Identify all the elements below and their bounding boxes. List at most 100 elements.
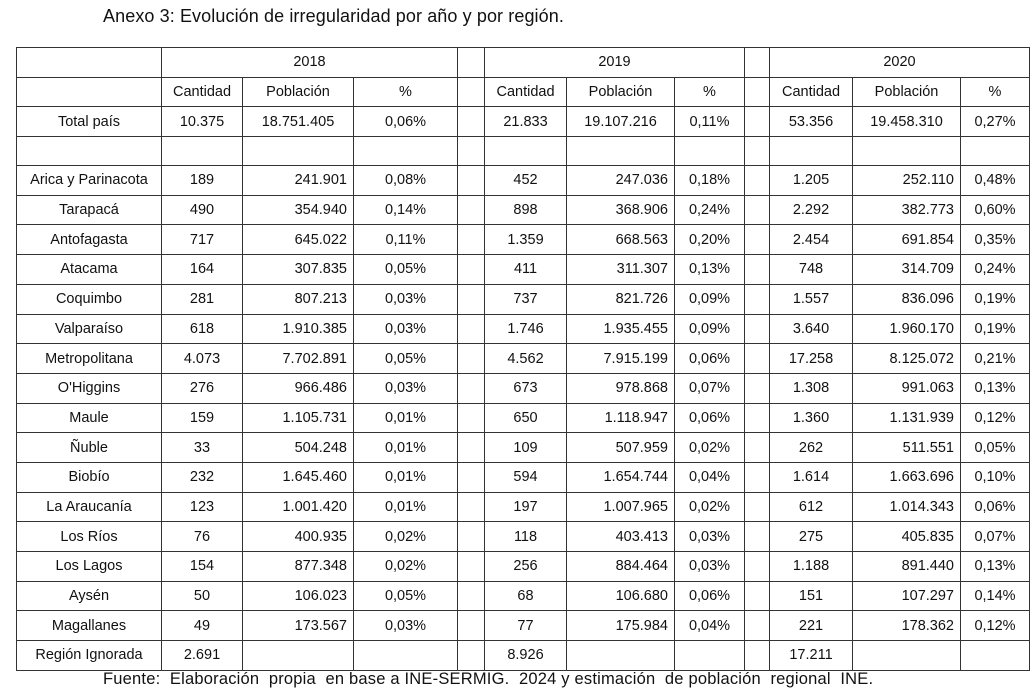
percent-cell: 0,01% (353, 402, 458, 434)
cantidad-cell: 2.292 (769, 194, 853, 226)
percent-cell: 0,05% (960, 432, 1030, 463)
gap-cell (457, 551, 485, 582)
gap-cell (457, 47, 485, 78)
empty-cell (16, 76, 162, 108)
region-name: Los Ríos (16, 521, 162, 552)
percent-cell: 0,20% (674, 224, 745, 256)
percent-cell: 0,08% (353, 165, 458, 196)
poblacion-cell: 18.751.405 (242, 106, 354, 138)
region-row: Biobío 232 1.645.460 0,01% 594 1.654.744 0,04%… (16, 461, 1030, 493)
cantidad-cell: 1.557 (769, 283, 853, 315)
region-name: Ñuble (16, 432, 162, 463)
irregularity-table: 2018 2019 2020 Cantidad Población % Cant… (16, 47, 1030, 671)
percent-cell: 0,19% (960, 283, 1030, 315)
percent-cell: 0,10% (960, 461, 1030, 493)
region-name: Maule (16, 402, 162, 434)
region-row: La Araucanía 123 1.001.420 0,01% 197 1.007.96… (16, 491, 1030, 523)
empty-cell (566, 136, 675, 167)
empty-cell (484, 136, 567, 167)
percent-cell: 0,03% (353, 313, 458, 345)
percent-cell: 0,27% (960, 106, 1030, 138)
cantidad-cell: 3.640 (769, 313, 853, 345)
percent-cell: 0,01% (353, 432, 458, 463)
col-header-cantidad: Cantidad (769, 76, 853, 108)
gap-cell (744, 343, 770, 374)
region-row: Metropolitana 4.073 7.702.891 0,05% 4.562 7.9… (16, 343, 1030, 374)
gap-cell (744, 254, 770, 285)
empty-cell (960, 640, 1030, 671)
cantidad-cell: 8.926 (484, 640, 567, 671)
cantidad-cell: 1.308 (769, 372, 853, 404)
percent-cell: 0,13% (674, 254, 745, 285)
percent-cell: 0,02% (674, 491, 745, 523)
cantidad-cell: 10.375 (161, 106, 243, 138)
poblacion-cell: 405.835 (852, 521, 961, 552)
region-name: Arica y Parinacota (16, 165, 162, 196)
percent-cell: 0,02% (353, 551, 458, 582)
subheader-row: Cantidad Población % Cantidad Población … (16, 76, 1030, 108)
poblacion-cell: 1.118.947 (566, 402, 675, 434)
percent-cell: 0,35% (960, 224, 1030, 256)
poblacion-cell: 511.551 (852, 432, 961, 463)
poblacion-cell: 382.773 (852, 194, 961, 226)
percent-cell: 0,11% (353, 224, 458, 256)
poblacion-cell: 877.348 (242, 551, 354, 582)
poblacion-cell: 691.854 (852, 224, 961, 256)
empty-cell (16, 136, 162, 167)
percent-cell: 0,12% (960, 402, 1030, 434)
percent-cell: 0,06% (674, 402, 745, 434)
cantidad-cell: 50 (161, 580, 243, 612)
percent-cell: 0,18% (674, 165, 745, 196)
percent-cell: 0,01% (353, 461, 458, 493)
col-header-poblacion: Población (852, 76, 961, 108)
cantidad-cell: 411 (484, 254, 567, 285)
poblacion-cell: 1.663.696 (852, 461, 961, 493)
gap-cell (744, 521, 770, 552)
percent-cell: 0,13% (960, 551, 1030, 582)
empty-cell (161, 136, 243, 167)
cantidad-cell: 17.258 (769, 343, 853, 374)
percent-cell: 0,06% (960, 491, 1030, 523)
empty-cell (16, 47, 162, 78)
poblacion-cell: 354.940 (242, 194, 354, 226)
cantidad-cell: 2.454 (769, 224, 853, 256)
poblacion-cell: 314.709 (852, 254, 961, 285)
percent-cell: 0,48% (960, 165, 1030, 196)
cantidad-cell: 159 (161, 402, 243, 434)
poblacion-cell: 1.014.343 (852, 491, 961, 523)
gap-cell (744, 372, 770, 404)
region-row: Los Ríos 76 400.935 0,02% 118 403.413 0,03% 275… (16, 521, 1030, 552)
poblacion-cell: 1.001.420 (242, 491, 354, 523)
gap-cell (744, 640, 770, 671)
percent-cell: 0,05% (353, 580, 458, 612)
gap-cell (744, 551, 770, 582)
cantidad-cell: 197 (484, 491, 567, 523)
empty-cell (769, 136, 853, 167)
region-name: Atacama (16, 254, 162, 285)
cantidad-cell: 21.833 (484, 106, 567, 138)
gap-cell (457, 136, 485, 167)
poblacion-cell: 400.935 (242, 521, 354, 552)
percent-cell: 0,02% (353, 521, 458, 552)
cantidad-cell: 594 (484, 461, 567, 493)
poblacion-cell: 106.680 (566, 580, 675, 612)
poblacion-cell: 1.960.170 (852, 313, 961, 345)
col-header-cantidad: Cantidad (484, 76, 567, 108)
poblacion-cell: 19.458.310 (852, 106, 961, 138)
gap-cell (744, 580, 770, 612)
gap-cell (744, 76, 770, 108)
gap-cell (744, 491, 770, 523)
percent-cell: 0,14% (960, 580, 1030, 612)
percent-cell: 0,60% (960, 194, 1030, 226)
cantidad-cell: 1.359 (484, 224, 567, 256)
col-header-percent: % (960, 76, 1030, 108)
cantidad-cell: 275 (769, 521, 853, 552)
empty-cell (852, 136, 961, 167)
cantidad-cell: 898 (484, 194, 567, 226)
percent-cell: 0,01% (353, 491, 458, 523)
cantidad-cell: 4.073 (161, 343, 243, 374)
poblacion-cell: 1.654.744 (566, 461, 675, 493)
poblacion-cell: 7.702.891 (242, 343, 354, 374)
region-name: Metropolitana (16, 343, 162, 374)
region-ignorada-label: Región Ignorada (16, 640, 162, 671)
